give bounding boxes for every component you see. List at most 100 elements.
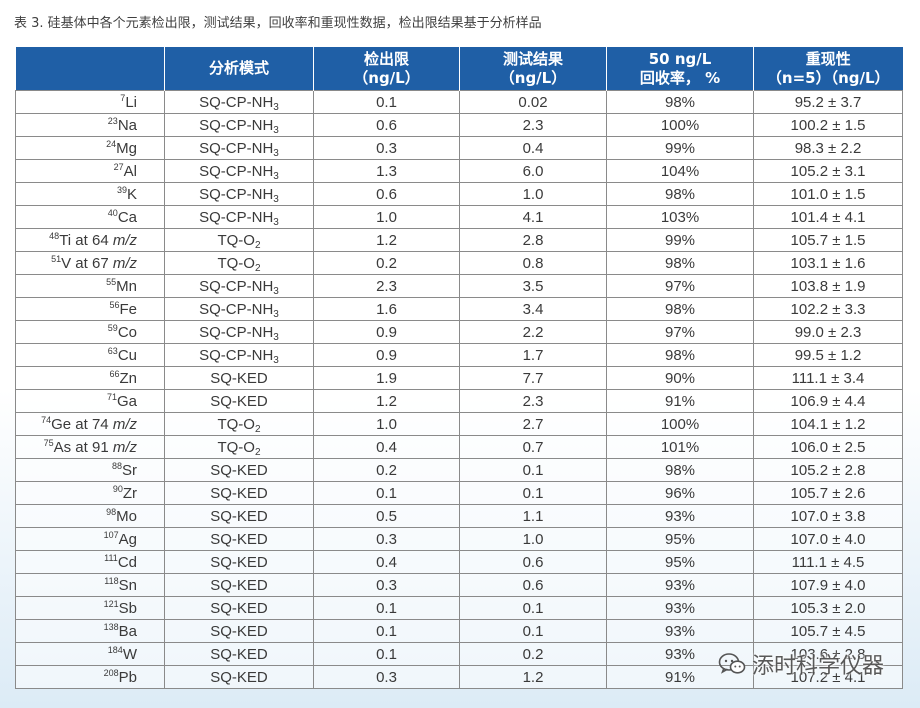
element-symbol: Mg — [116, 139, 137, 157]
header-mode: 分析模式 — [164, 47, 314, 91]
mz-label: m/z — [112, 231, 137, 249]
cell-mode: SQ-CP-NH3 — [164, 343, 314, 367]
header-dl-line1: 检出限 — [363, 49, 409, 68]
cell-mode: SQ-KED — [164, 458, 314, 482]
table-row: 24Mg SQ-CP-NH3 0.3 0.4 99% 98.3 ± 2.2 — [15, 136, 903, 160]
element-symbol: Ag — [118, 530, 137, 548]
cell-reproducibility: 101.4 ± 4.1 — [753, 205, 903, 229]
cell-detection-limit: 2.3 — [313, 274, 460, 298]
cell-recovery: 90% — [606, 366, 754, 390]
isotope-mass: 88 — [111, 460, 122, 471]
element-symbol: Mo — [116, 507, 137, 525]
cell-recovery: 100% — [606, 113, 754, 137]
mode-base: SQ-KED — [210, 645, 268, 663]
isotope-mass: 39 — [116, 184, 127, 195]
table-row: 23Na SQ-CP-NH3 0.6 2.3 100% 100.2 ± 1.5 — [15, 113, 903, 137]
cell-test-result: 3.5 — [459, 274, 607, 298]
cell-detection-limit: 1.0 — [313, 412, 460, 436]
cell-reproducibility: 101.0 ± 1.5 — [753, 182, 903, 206]
element-symbol: Co — [117, 323, 137, 341]
cell-mode: SQ-CP-NH3 — [164, 159, 314, 183]
header-row: 分析模式 检出限 （ng/L） 测试结果 （ng/L） 50 ng/L 回收率，… — [15, 47, 903, 91]
mode-base: TQ-O — [217, 438, 255, 456]
cell-recovery: 91% — [606, 389, 754, 413]
mode-base: SQ-KED — [210, 599, 268, 617]
watermark: 添时科学仪器 — [718, 648, 884, 680]
table-row: 56Fe SQ-CP-NH3 1.6 3.4 98% 102.2 ± 3.3 — [15, 297, 903, 321]
cell-recovery: 93% — [606, 596, 754, 620]
cell-mode: SQ-CP-NH3 — [164, 274, 314, 298]
cell-mode: SQ-KED — [164, 550, 314, 574]
mode-base: SQ-CP-NH — [199, 346, 274, 364]
element-symbol: Al — [123, 162, 137, 180]
cell-recovery: 99% — [606, 228, 754, 252]
cell-recovery: 104% — [606, 159, 754, 183]
cell-element: 75As at 91 m/z — [15, 435, 165, 459]
mode-subscript: 2 — [254, 239, 261, 251]
isotope-mass: 51 — [51, 253, 62, 264]
cell-mode: SQ-KED — [164, 504, 314, 528]
cell-element: 88Sr — [15, 458, 165, 482]
cell-detection-limit: 1.2 — [313, 228, 460, 252]
cell-recovery: 98% — [606, 458, 754, 482]
cell-reproducibility: 98.3 ± 2.2 — [753, 136, 903, 160]
cell-detection-limit: 0.1 — [313, 481, 460, 505]
element-symbol: K — [126, 185, 137, 203]
watermark-text: 添时科学仪器 — [752, 654, 885, 679]
cell-element: 7Li — [15, 90, 165, 114]
cell-test-result: 1.1 — [459, 504, 607, 528]
cell-element: 98Mo — [15, 504, 165, 528]
cell-mode: SQ-KED — [164, 642, 314, 666]
mode-base: SQ-KED — [210, 576, 268, 594]
cell-reproducibility: 105.2 ± 2.8 — [753, 458, 903, 482]
cell-detection-limit: 1.3 — [313, 159, 460, 183]
table-row: 66Zn SQ-KED 1.9 7.7 90% 111.1 ± 3.4 — [15, 366, 903, 390]
cell-recovery: 103% — [606, 205, 754, 229]
table-row: 27Al SQ-CP-NH3 1.3 6.0 104% 105.2 ± 3.1 — [15, 159, 903, 183]
cell-recovery: 95% — [606, 550, 754, 574]
isotope-mass: 121 — [103, 598, 119, 609]
mode-base: SQ-CP-NH — [199, 116, 274, 134]
cell-mode: SQ-KED — [164, 573, 314, 597]
cell-mode: SQ-KED — [164, 596, 314, 620]
header-result-line2: （ng/L） — [499, 68, 567, 87]
cell-detection-limit: 0.1 — [313, 90, 460, 114]
isotope-mass: 24 — [106, 138, 117, 149]
table-caption: 表 3. 硅基体中各个元素检出限，测试结果，回收率和重现性数据，检出限结果基于分… — [14, 16, 542, 31]
cell-test-result: 0.7 — [459, 435, 607, 459]
table-row: 121Sb SQ-KED 0.1 0.1 93% 105.3 ± 2.0 — [15, 596, 903, 620]
cell-element: 55Mn — [15, 274, 165, 298]
mode-base: SQ-CP-NH — [199, 208, 274, 226]
element-symbol: Sn — [118, 576, 137, 594]
mode-base: SQ-KED — [210, 392, 268, 410]
table-row: 208Pb SQ-KED 0.3 1.2 91% 107.2 ± 4.1 — [15, 665, 903, 689]
cell-reproducibility: 100.2 ± 1.5 — [753, 113, 903, 137]
cell-mode: SQ-KED — [164, 366, 314, 390]
cell-recovery: 97% — [606, 274, 754, 298]
cell-test-result: 6.0 — [459, 159, 607, 183]
mode-subscript: 3 — [273, 331, 279, 343]
isotope-mass: 75 — [43, 437, 54, 448]
cell-reproducibility: 103.6 ± 2.8 — [753, 642, 903, 666]
cell-recovery: 101% — [606, 435, 754, 459]
cell-element: 138Ba — [15, 619, 165, 643]
element-symbol: Mn — [116, 277, 137, 295]
mode-base: SQ-CP-NH — [199, 185, 274, 203]
cell-element: 39K — [15, 182, 165, 206]
mode-subscript: 3 — [273, 308, 279, 320]
element-symbol: Ba — [118, 622, 137, 640]
cell-detection-limit: 0.2 — [313, 251, 460, 275]
cell-recovery: 95% — [606, 527, 754, 551]
isotope-mass: 138 — [103, 621, 119, 632]
element-symbol: Zn — [119, 369, 137, 387]
mode-base: TQ-O — [217, 231, 255, 249]
cell-test-result: 1.0 — [459, 527, 607, 551]
cell-detection-limit: 0.6 — [313, 113, 460, 137]
mode-base: SQ-KED — [210, 484, 268, 502]
isotope-mass: 98 — [106, 506, 117, 517]
cell-detection-limit: 0.3 — [313, 136, 460, 160]
cell-detection-limit: 1.2 — [313, 389, 460, 413]
cell-test-result: 4.1 — [459, 205, 607, 229]
cell-test-result: 1.0 — [459, 182, 607, 206]
cell-detection-limit: 1.0 — [313, 205, 460, 229]
